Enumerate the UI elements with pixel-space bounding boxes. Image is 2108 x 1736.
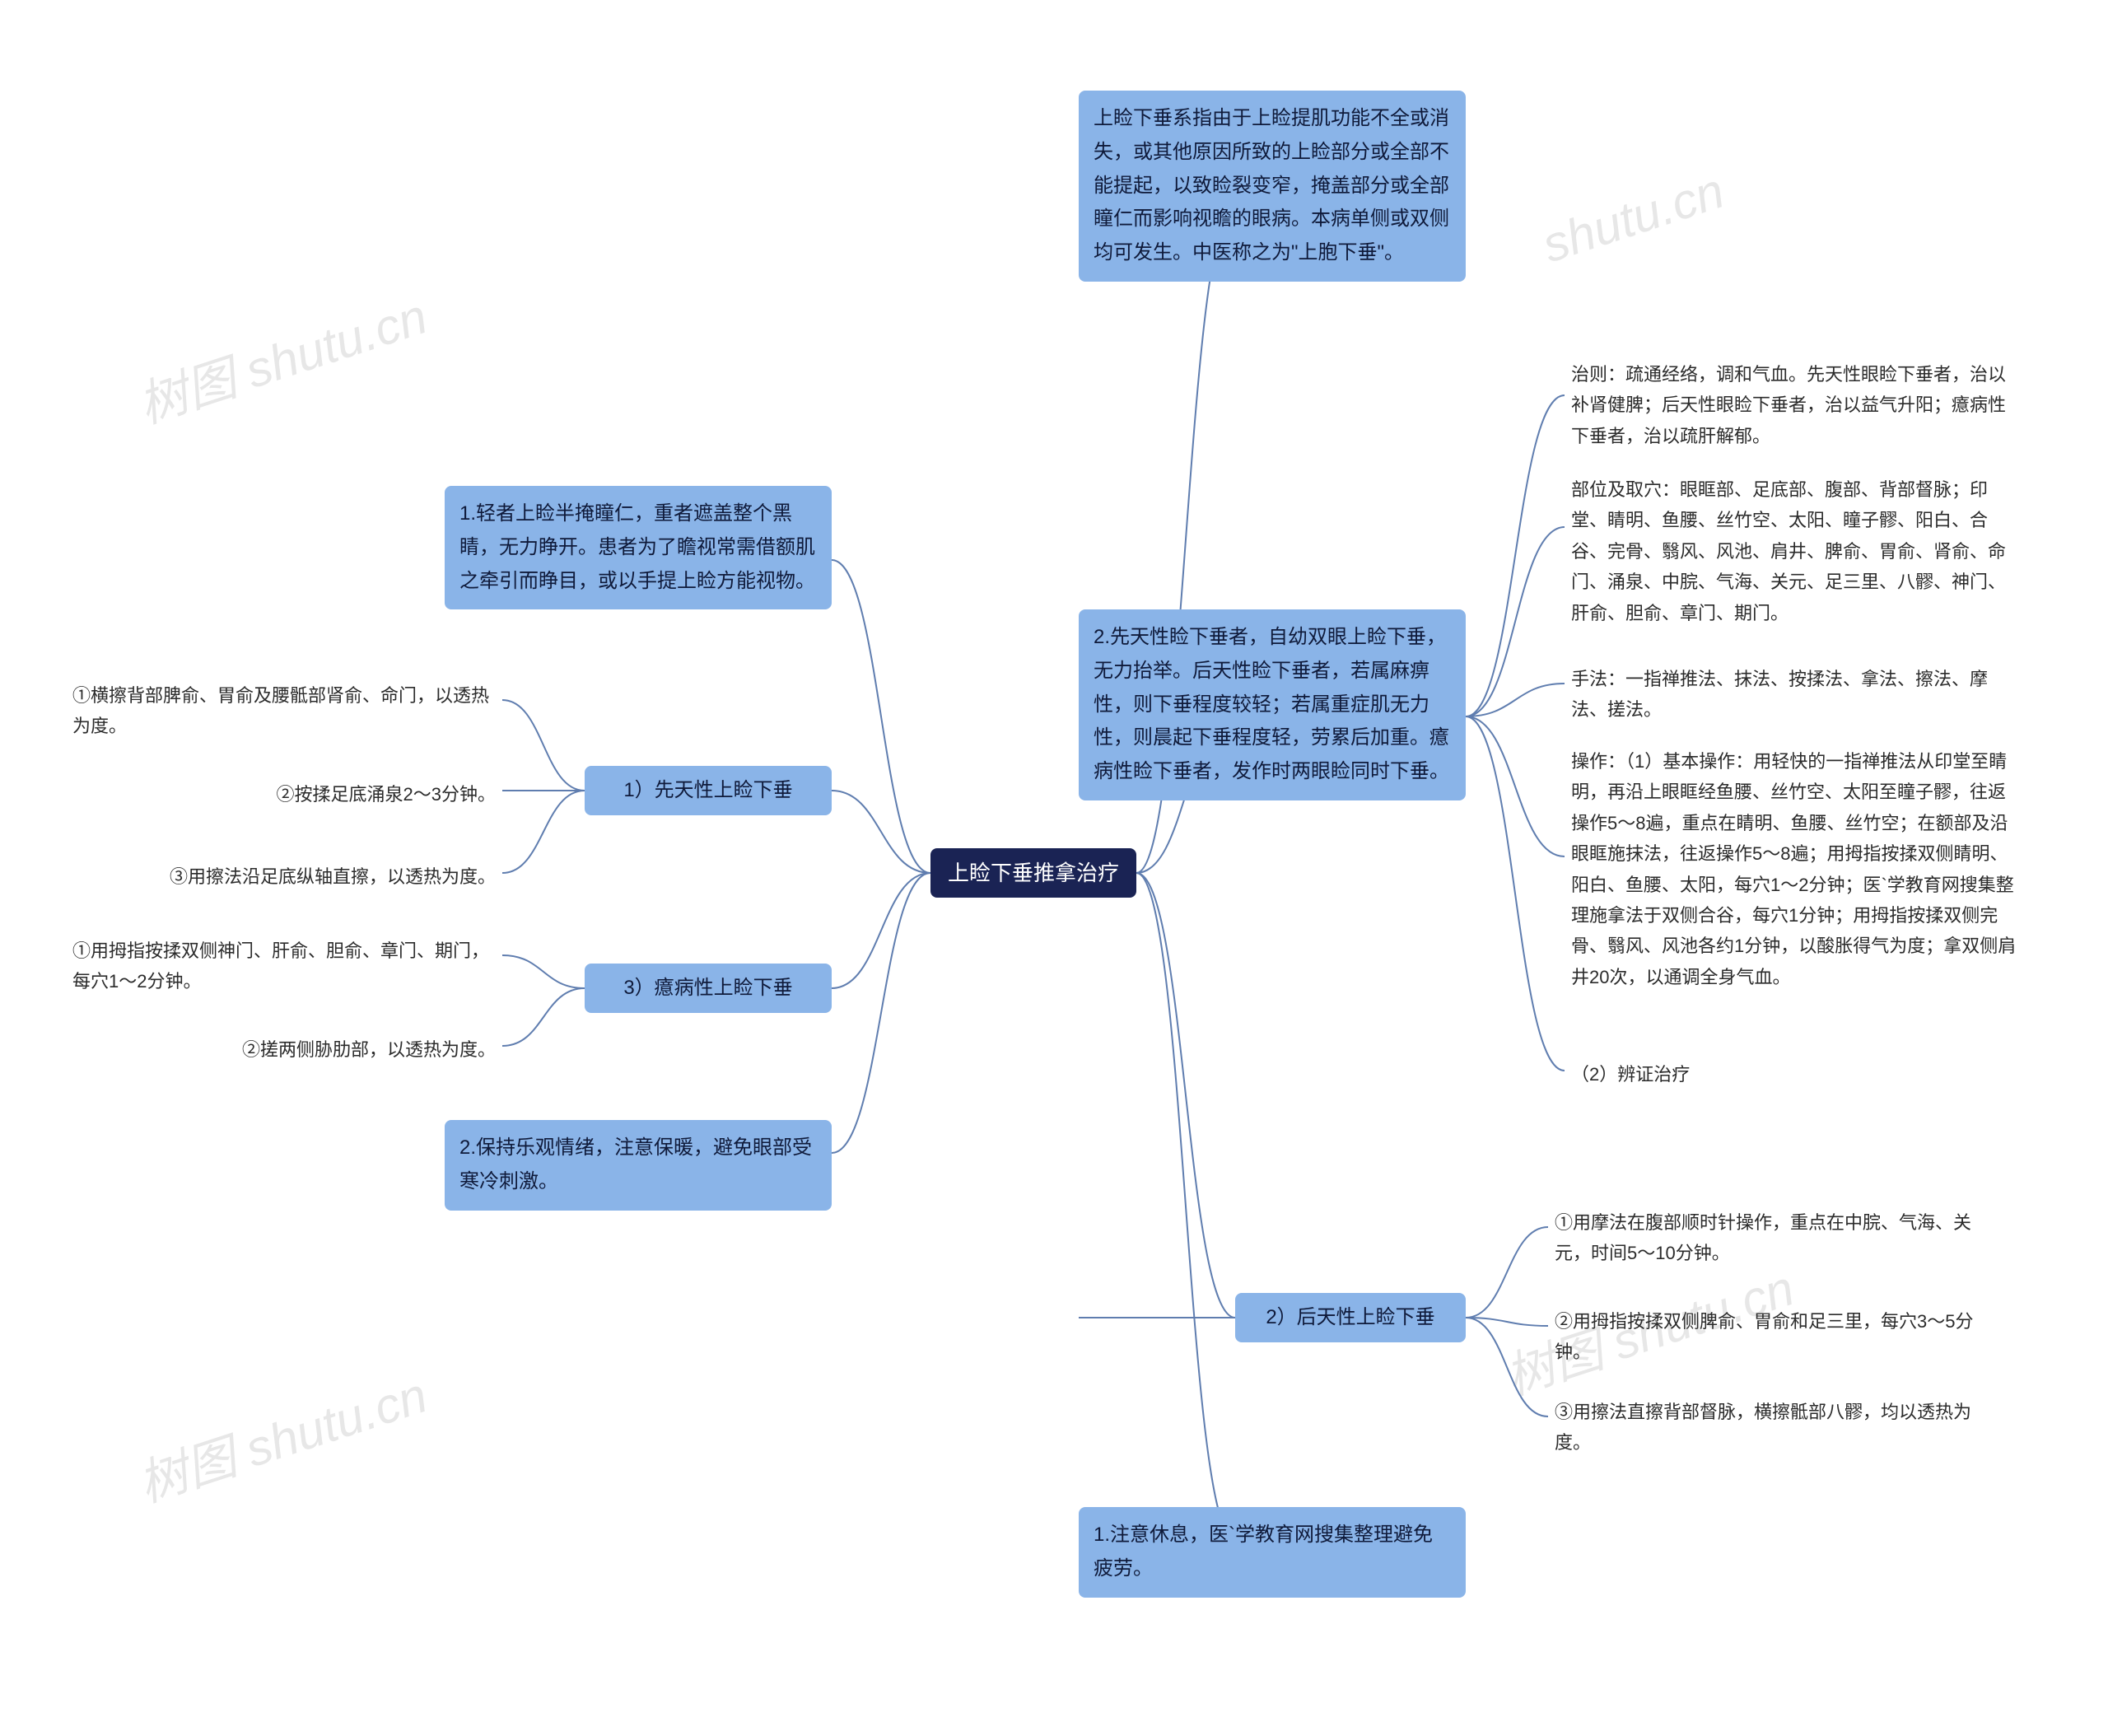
left-node-2-child-3: ③用擦法沿足底纵轴直擦，以透热为度。 <box>66 856 502 897</box>
watermark: shutu.cn <box>1536 162 1731 274</box>
right-node-3: 2）后天性上睑下垂 <box>1235 1293 1466 1342</box>
left-node-4: 2.保持乐观情绪，注意保暖，避免眼部受寒冷刺激。 <box>445 1120 832 1211</box>
right-node-2-child-1: 治则：疏通经络，调和气血。先天性眼睑下垂者，治以补肾健脾；后天性眼睑下垂者，治以… <box>1565 354 2026 456</box>
right-node-4: 1.注意休息，医`学教育网搜集整理避免疲劳。 <box>1079 1507 1466 1598</box>
left-node-2: 1）先天性上睑下垂 <box>585 766 832 815</box>
watermark: 树图 shutu.cn <box>128 277 435 437</box>
right-node-3-child-3: ③用擦法直擦背部督脉，横擦骶部八髎，均以透热为度。 <box>1548 1392 2009 1463</box>
left-node-1: 1.轻者上睑半掩瞳仁，重者遮盖整个黑睛，无力睁开。患者为了瞻视常需借额肌之牵引而… <box>445 486 832 609</box>
left-node-3-child-1: ①用拇指按揉双侧神门、肝俞、胆俞、章门、期门，每穴1～2分钟。 <box>66 931 502 1002</box>
root-node: 上睑下垂推拿治疗 <box>930 848 1136 898</box>
right-node-3-child-1: ①用摩法在腹部顺时针操作，重点在中脘、气海、关元，时间5～10分钟。 <box>1548 1202 2009 1274</box>
left-node-2-child-1: ①横擦背部脾俞、胃俞及腰骶部肾俞、命门，以透热为度。 <box>66 675 502 747</box>
left-node-2-child-2: ②按揉足底涌泉2～3分钟。 <box>66 774 502 814</box>
watermark: 树图 shutu.cn <box>128 1356 435 1516</box>
left-node-3: 3）癔病性上睑下垂 <box>585 964 832 1013</box>
right-node-1: 上睑下垂系指由于上睑提肌功能不全或消失，或其他原因所致的上睑部分或全部不能提起，… <box>1079 91 1466 282</box>
right-node-3-child-2: ②用拇指按揉双侧脾俞、胃俞和足三里，每穴3～5分钟。 <box>1548 1301 2009 1373</box>
right-node-2-child-2: 部位及取穴：眼眶部、足底部、腹部、背部督脉；印堂、睛明、鱼腰、丝竹空、太阳、瞳子… <box>1565 469 2026 633</box>
right-node-2-child-3: 手法：一指禅推法、抹法、按揉法、拿法、擦法、摩法、搓法。 <box>1565 659 2026 730</box>
right-node-2-child-4: 操作：（1）基本操作：用轻快的一指禅推法从印堂至睛明，再沿上眼眶经鱼腰、丝竹空、… <box>1565 741 2026 997</box>
left-node-3-child-2: ②搓两侧胁肋部，以透热为度。 <box>66 1029 502 1070</box>
right-node-2-child-5: （2）辨证治疗 <box>1565 1054 2026 1094</box>
right-node-2: 2.先天性睑下垂者，自幼双眼上睑下垂，无力抬举。后天性睑下垂者，若属麻痹性，则下… <box>1079 609 1466 800</box>
